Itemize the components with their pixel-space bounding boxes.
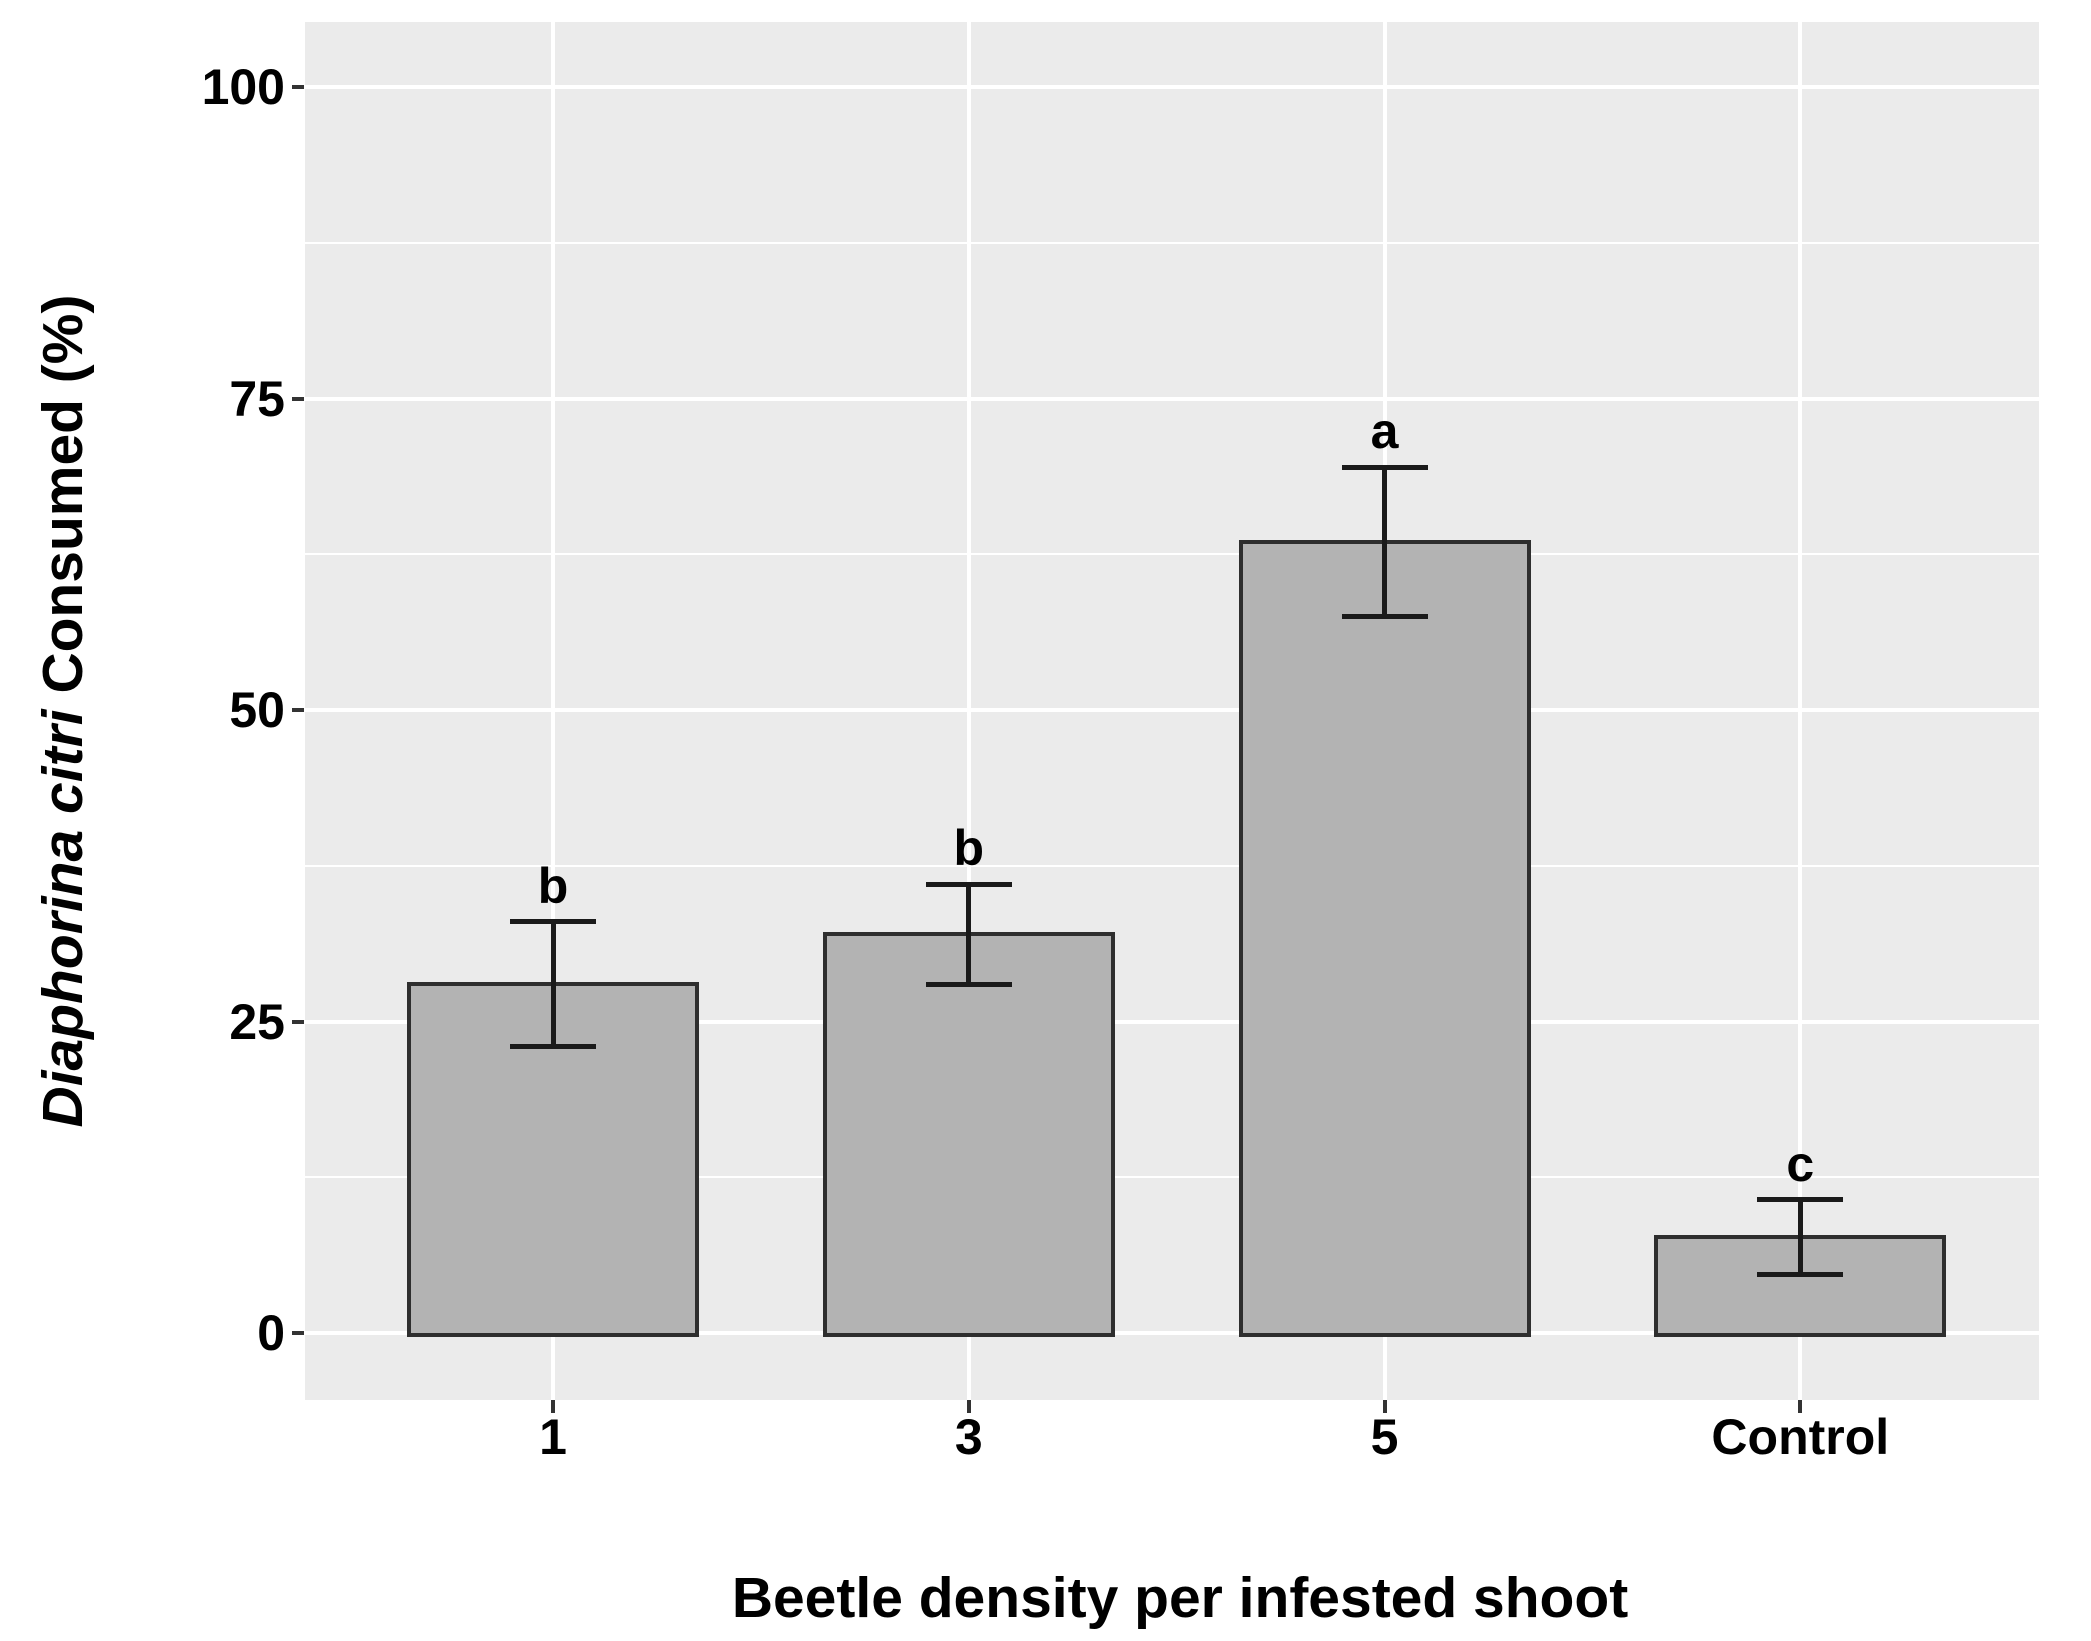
y-tick-mark <box>292 1331 304 1335</box>
error-bar-cap-bottom <box>1341 614 1428 620</box>
major-gridline <box>305 85 2039 89</box>
significance-letter: a <box>1370 403 1399 460</box>
y-tick-label: 75 <box>229 370 285 427</box>
error-bar-line <box>1797 1199 1803 1275</box>
bar <box>1238 539 1531 1337</box>
minor-gridline <box>305 864 2039 867</box>
y-tick-label: 0 <box>257 1305 285 1361</box>
error-bar-cap-bottom <box>510 1043 596 1049</box>
y-tick-label: 50 <box>229 682 285 738</box>
significance-letter: c <box>1786 1135 1815 1192</box>
x-tick-mark <box>1382 1400 1387 1413</box>
minor-gridline <box>305 1176 2039 1179</box>
error-bar-line <box>1382 467 1388 617</box>
x-tick-label: 3 <box>954 1409 983 1465</box>
error-bar-cap-top <box>1341 464 1428 470</box>
x-tick-label: Control <box>1711 1409 1890 1465</box>
major-gridline <box>305 1331 2039 1335</box>
x-tick-mark <box>551 1400 555 1413</box>
y-tick-label: 100 <box>201 59 285 115</box>
error-bar-line <box>550 921 556 1047</box>
minor-gridline <box>305 553 2039 556</box>
x-axis-title: Beetle density per infested shoot <box>731 1566 1629 1630</box>
y-tick-mark <box>292 85 304 89</box>
error-bar-cap-top <box>925 881 1012 887</box>
x-tick-label: 1 <box>539 1409 567 1465</box>
plot-panel: b b a c <box>305 22 2039 1400</box>
y-axis-title: Diaphorina citri Consumed (%) <box>31 111 95 1311</box>
error-bar-cap-top <box>510 919 596 925</box>
category-gridline <box>966 22 971 1400</box>
x-tick-mark <box>966 1400 971 1413</box>
x-tick-label: 5 <box>1370 1409 1399 1465</box>
y-tick-mark <box>292 1019 304 1024</box>
y-axis-title-rest: Consumed (%) <box>31 294 95 710</box>
y-tick-mark <box>292 396 304 401</box>
error-bar-cap-bottom <box>1757 1271 1844 1277</box>
category-gridline <box>1798 22 1803 1400</box>
y-tick-mark <box>292 708 304 712</box>
major-gridline <box>305 396 2039 401</box>
bar <box>822 932 1115 1337</box>
error-bar-cap-bottom <box>925 981 1012 987</box>
minor-gridline <box>305 241 2039 244</box>
major-gridline <box>305 1019 2039 1024</box>
x-tick-mark <box>1798 1400 1803 1413</box>
error-bar-cap-top <box>1757 1197 1844 1203</box>
major-gridline <box>305 708 2039 712</box>
significance-letter: b <box>537 857 569 914</box>
category-gridline <box>551 22 555 1400</box>
error-bar-line <box>966 884 972 985</box>
y-tick-label: 25 <box>229 993 285 1050</box>
y-axis-title-species: Diaphorina citri <box>31 709 95 1128</box>
significance-letter: b <box>953 820 985 877</box>
